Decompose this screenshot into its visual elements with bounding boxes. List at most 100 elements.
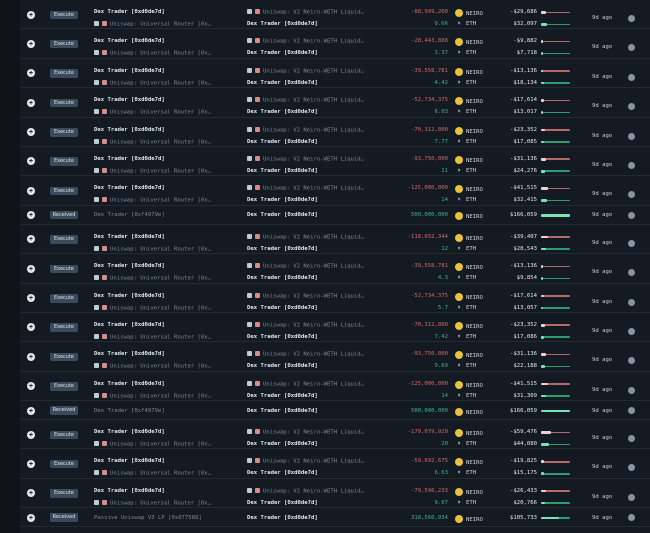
from-address[interactable]: Dex Trader [0xd0de7d]: [94, 185, 165, 192]
table-row[interactable]: + Execute Dex Trader [0xd0de7d] Uniswap: Un…: [20, 449, 650, 479]
from-address[interactable]: Dex Trader [0xd0de7d]: [94, 321, 165, 328]
from-address-secondary[interactable]: Uniswap: Universal Router [0x…: [94, 245, 211, 252]
to-address-pool[interactable]: Uniswap: V2 Neiro-WETH Liquid…: [247, 429, 364, 436]
to-address[interactable]: Dex Trader [0xd0de7d]: [247, 167, 318, 174]
info-icon[interactable]: [628, 269, 635, 277]
info-icon[interactable]: [628, 298, 635, 306]
token[interactable]: ♦ ETH: [455, 334, 476, 340]
from-address[interactable]: Dex Trader [0xd0de7d]: [94, 67, 165, 74]
to-address-pool[interactable]: Uniswap: V2 Neiro-WETH Liquid…: [247, 458, 364, 465]
token[interactable]: NEIRO: [455, 351, 483, 360]
table-row[interactable]: + Received Passive Uniswap V3 LP [0x077588…: [20, 508, 650, 528]
token[interactable]: NEIRO: [455, 97, 483, 106]
from-address-secondary[interactable]: Uniswap: Universal Router [0x…: [94, 363, 211, 370]
table-row[interactable]: + Execute Dex Trader [0xd0de7d] Uniswap: Un…: [20, 176, 650, 206]
token[interactable]: NEIRO: [455, 487, 483, 496]
to-address-pool[interactable]: Uniswap: V2 Neiro-WETH Liquid…: [247, 185, 364, 192]
token[interactable]: ♦ ETH: [455, 441, 476, 447]
token[interactable]: NEIRO: [455, 38, 483, 47]
from-address[interactable]: Dex Trader [0xd0de7d]: [94, 458, 165, 465]
token[interactable]: ♦ ETH: [455, 80, 476, 86]
to-address-pool[interactable]: Uniswap: V2 Neiro-WETH Liquid…: [247, 321, 364, 328]
from-address[interactable]: Dex Trader [0xd0de7d]: [94, 126, 165, 133]
token[interactable]: ♦ ETH: [455, 500, 476, 506]
to-address[interactable]: Dex Trader [0xd0de7d]: [247, 21, 318, 27]
from-address-secondary[interactable]: Uniswap: Universal Router [0x…: [94, 79, 211, 86]
from-address[interactable]: Dex Trader [0xd0de7d]: [94, 380, 165, 387]
token[interactable]: ♦ ETH: [455, 470, 476, 476]
from-address[interactable]: Dex Trader [0xd0de7d]: [94, 292, 165, 299]
to-address-pool[interactable]: Uniswap: V2 Neiro-WETH Liquid…: [247, 351, 364, 358]
token[interactable]: ♦ ETH: [455, 168, 476, 174]
token[interactable]: NEIRO: [455, 429, 483, 438]
to-address[interactable]: Dex Trader [0xd0de7d]: [247, 333, 318, 340]
table-row[interactable]: + Execute Dex Trader [0xd0de7d] Uniswap: Un…: [20, 118, 650, 147]
expand-row-icon[interactable]: +: [27, 323, 35, 332]
to-address-pool[interactable]: Uniswap: V2 Neiro-WETH Liquid…: [247, 38, 364, 45]
token[interactable]: NEIRO: [455, 292, 483, 301]
to-address-pool[interactable]: Uniswap: V2 Neiro-WETH Liquid…: [247, 155, 364, 162]
expand-row-icon[interactable]: +: [27, 235, 35, 244]
from-address[interactable]: Dex Trader [0xd0de7d]: [94, 429, 165, 436]
from-address-secondary[interactable]: Uniswap: Universal Router [0x…: [94, 50, 211, 57]
table-row[interactable]: + Received Dex Trader [0xf4979e] Dex Trader…: [20, 206, 650, 225]
from-address[interactable]: Dex Trader [0xd0de7d]: [94, 233, 165, 240]
info-icon[interactable]: [628, 211, 635, 219]
token[interactable]: ♦ ETH: [455, 305, 476, 311]
from-address-secondary[interactable]: Uniswap: Universal Router [0x…: [94, 138, 211, 145]
expand-row-icon[interactable]: +: [27, 459, 35, 468]
expand-row-icon[interactable]: +: [27, 39, 35, 48]
from-address-secondary[interactable]: Uniswap: Universal Router [0x…: [94, 333, 211, 340]
expand-row-icon[interactable]: +: [27, 382, 35, 391]
from-address[interactable]: Dex Trader [0xd0de7d]: [94, 38, 165, 45]
table-row[interactable]: + Execute Dex Trader [0xd0de7d] Uniswap: Un…: [20, 225, 650, 255]
token[interactable]: ♦ ETH: [455, 393, 476, 399]
from-address[interactable]: Passive Uniswap V3 LP [0x077588]: [94, 514, 202, 521]
table-row[interactable]: + Execute Dex Trader [0xd0de7d] Uniswap: Un…: [20, 420, 650, 450]
to-address-pool[interactable]: Uniswap: V2 Neiro-WETH Liquid…: [247, 126, 364, 133]
expand-row-icon[interactable]: +: [27, 489, 35, 498]
table-row[interactable]: + Execute Dex Trader [0xd0de7d] Uniswap: Un…: [20, 0, 650, 30]
info-icon[interactable]: [628, 191, 635, 199]
to-address-pool[interactable]: Uniswap: V2 Neiro-WETH Liquid…: [247, 263, 364, 270]
from-address[interactable]: Dex Trader [0xd0de7d]: [94, 487, 165, 494]
token[interactable]: ♦ ETH: [455, 275, 476, 281]
expand-row-icon[interactable]: +: [27, 294, 35, 303]
to-address[interactable]: Dex Trader [0xd0de7d]: [247, 212, 318, 219]
to-address[interactable]: Dex Trader [0xd0de7d]: [247, 363, 318, 370]
expand-row-icon[interactable]: +: [27, 352, 35, 361]
expand-row-icon[interactable]: +: [27, 406, 35, 415]
info-icon[interactable]: [628, 103, 635, 111]
table-row[interactable]: + Execute Dex Trader [0xd0de7d] Uniswap: Un…: [20, 342, 650, 372]
token[interactable]: NEIRO: [455, 380, 483, 389]
token[interactable]: ♦ ETH: [455, 50, 476, 56]
table-row[interactable]: + Execute Dex Trader [0xd0de7d] Uniswap: Un…: [20, 254, 650, 284]
table-row[interactable]: + Execute Dex Trader [0xd0de7d] Uniswap: Un…: [20, 479, 650, 509]
token[interactable]: NEIRO: [455, 212, 483, 221]
info-icon[interactable]: [628, 15, 635, 22]
from-address[interactable]: Dex Trader [0xd0de7d]: [94, 155, 165, 162]
table-row[interactable]: + Execute Dex Trader [0xd0de7d] Uniswap: Un…: [20, 59, 650, 89]
token[interactable]: ♦ ETH: [455, 139, 476, 145]
token[interactable]: ♦ ETH: [455, 197, 476, 203]
info-icon[interactable]: [628, 493, 635, 501]
table-row[interactable]: + Execute Dex Trader [0xd0de7d] Uniswap: Un…: [20, 284, 650, 313]
info-icon[interactable]: [628, 239, 635, 247]
from-address-secondary[interactable]: Uniswap: Universal Router [0x…: [94, 197, 211, 204]
expand-row-icon[interactable]: +: [27, 128, 35, 137]
token[interactable]: NEIRO: [455, 514, 483, 523]
from-address-secondary[interactable]: Uniswap: Universal Router [0x…: [94, 167, 211, 174]
table-row[interactable]: + Execute Dex Trader [0xd0de7d] Uniswap: Un…: [20, 372, 650, 402]
to-address[interactable]: Dex Trader [0xd0de7d]: [247, 79, 318, 86]
info-icon[interactable]: [628, 407, 635, 415]
expand-row-icon[interactable]: +: [27, 186, 35, 195]
info-icon[interactable]: [628, 327, 635, 335]
info-icon[interactable]: [628, 386, 635, 394]
token[interactable]: NEIRO: [455, 126, 483, 135]
token[interactable]: ♦ ETH: [455, 363, 476, 369]
to-address[interactable]: Dex Trader [0xd0de7d]: [247, 499, 318, 506]
to-address[interactable]: Dex Trader [0xd0de7d]: [247, 407, 318, 414]
token[interactable]: NEIRO: [455, 458, 483, 467]
from-address-secondary[interactable]: Uniswap: Universal Router [0x…: [94, 499, 211, 506]
to-address[interactable]: Dex Trader [0xd0de7d]: [247, 304, 318, 311]
